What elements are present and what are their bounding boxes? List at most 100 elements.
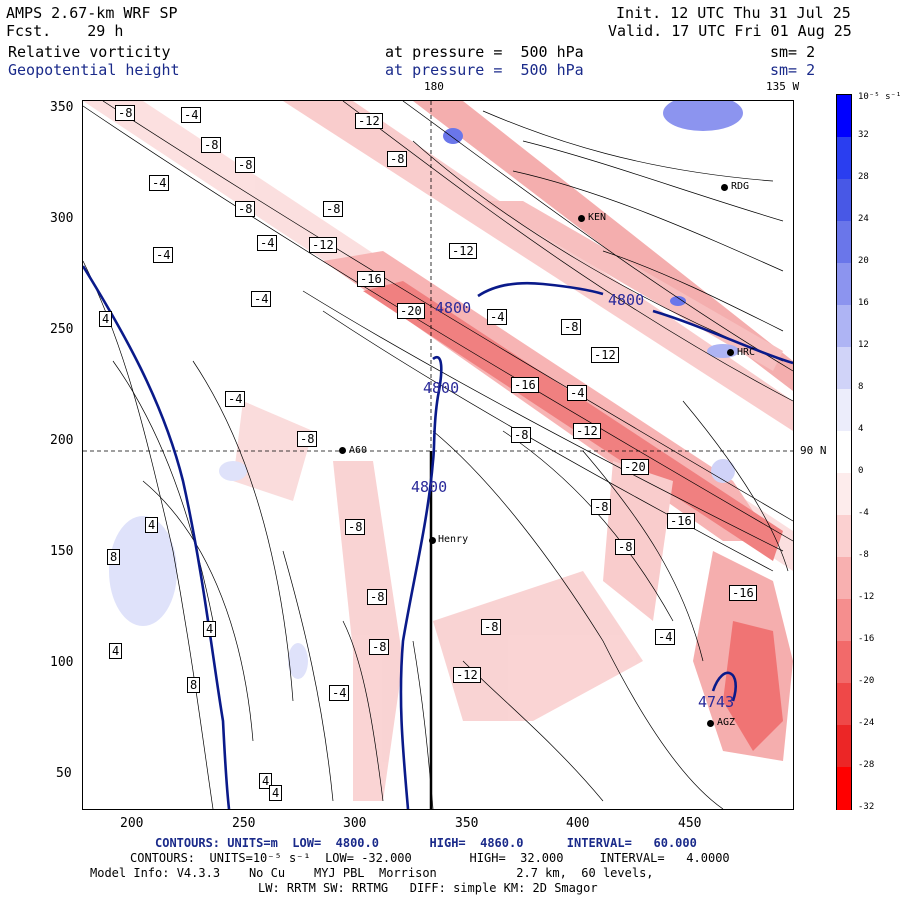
x-tick: 350: [455, 816, 479, 831]
contour-label: -12: [573, 423, 601, 439]
x-tick: 450: [678, 816, 702, 831]
contour-label: -16: [729, 585, 757, 601]
contour-label: -8: [481, 619, 502, 635]
colorbar-swatch: [837, 95, 851, 138]
contour-label: 4: [203, 621, 217, 637]
y-tick: 50: [56, 766, 72, 781]
site-label: RDG: [731, 181, 750, 192]
colorbar-tick: -16: [858, 634, 875, 644]
footer-line4: LW: RRTM SW: RRTMG DIFF: simple KM: 2D S…: [258, 881, 598, 895]
contour-label: -20: [397, 303, 425, 319]
height-label: 4800: [435, 299, 472, 317]
contour-label: 4: [269, 785, 283, 801]
contour-label: -8: [615, 539, 636, 555]
site-marker: [727, 349, 734, 356]
colorbar-swatch: [837, 767, 851, 810]
contour-label: -4: [181, 107, 202, 123]
colorbar-tick: -12: [858, 592, 875, 602]
colorbar-swatch: [837, 599, 851, 642]
sm2-label: sm= 2: [770, 61, 816, 79]
contour-label: -8: [201, 137, 222, 153]
sm1-label: sm= 2: [770, 43, 816, 61]
y-tick: 250: [50, 322, 74, 337]
geopotential-contours: [83, 265, 793, 809]
y-tick: 300: [50, 211, 74, 226]
contour-label: -8: [345, 519, 366, 535]
site-label: A60: [349, 445, 368, 456]
colorbar: [836, 94, 852, 810]
contour-label: 4: [109, 643, 123, 659]
contour-label: 4: [259, 773, 273, 789]
field2-label: Geopotential height: [8, 61, 180, 79]
contour-label: -16: [357, 271, 385, 287]
model-title: AMPS 2.67-km WRF SP: [6, 4, 178, 22]
lon-180-label: 180: [424, 80, 444, 93]
contour-label: -12: [355, 113, 383, 129]
colorbar-tick: -24: [858, 718, 875, 728]
colorbar-tick: -8: [858, 550, 869, 560]
colorbar-tick: 8: [858, 382, 864, 392]
contour-label: -4: [257, 235, 278, 251]
site-label: Henry: [438, 534, 469, 545]
contour-label: -4: [487, 309, 508, 325]
pressure1-label: at pressure = 500 hPa: [385, 43, 584, 61]
contour-label: -8: [561, 319, 582, 335]
colorbar-swatch: [837, 431, 851, 474]
contour-label: -8: [297, 431, 318, 447]
contour-label: -12: [591, 347, 619, 363]
height-label: 4800: [411, 478, 448, 496]
contour-label: -8: [323, 201, 344, 217]
contour-label: -4: [149, 175, 170, 191]
contour-label: -8: [511, 427, 532, 443]
contour-label: 4: [145, 517, 159, 533]
contour-label: -8: [115, 105, 136, 121]
colorbar-tick: 28: [858, 172, 869, 182]
contour-label: -20: [621, 459, 649, 475]
colorbar-swatch: [837, 515, 851, 558]
pressure2-label: at pressure = 500 hPa: [385, 61, 584, 79]
vorticity-field: [83, 101, 793, 809]
y-tick: 200: [50, 433, 74, 448]
field1-label: Relative vorticity: [8, 43, 171, 61]
contour-label: -8: [591, 499, 612, 515]
map-plot[interactable]: 4800 4800 4800 4800 4743 -8 -4 -8 -12 -8…: [82, 100, 794, 810]
contour-label: -4: [567, 385, 588, 401]
vorticity-contours: [83, 101, 793, 809]
contour-label: 8: [187, 677, 201, 693]
contour-label: -8: [235, 157, 256, 173]
site-marker: [578, 215, 585, 222]
colorbar-tick: 12: [858, 340, 869, 350]
contour-label: -16: [667, 513, 695, 529]
contour-label: -12: [449, 243, 477, 259]
contour-label: 8: [107, 549, 121, 565]
colorbar-tick: 20: [858, 256, 869, 266]
site-marker: [339, 447, 346, 454]
colorbar-swatch: [837, 305, 851, 348]
colorbar-tick: 24: [858, 214, 869, 224]
height-label: 4743: [698, 693, 735, 711]
colorbar-swatch: [837, 263, 851, 306]
contour-label: -8: [235, 201, 256, 217]
contour-label: 4: [99, 311, 113, 327]
positive-vorticity-patches: [109, 101, 743, 679]
y-tick: 150: [50, 544, 74, 559]
contour-label: -12: [453, 667, 481, 683]
colorbar-swatch: [837, 137, 851, 180]
contour-label: -4: [655, 629, 676, 645]
colorbar-tick: 32: [858, 130, 869, 140]
colorbar-swatch: [837, 683, 851, 726]
colorbar-swatch: [837, 389, 851, 432]
site-label: KEN: [588, 212, 607, 223]
colorbar-swatch: [837, 179, 851, 222]
colorbar-tick: 0: [858, 466, 864, 476]
colorbar-tick: -20: [858, 676, 875, 686]
site-label: AGZ: [717, 717, 736, 728]
fcst-label: Fcst.: [6, 22, 52, 40]
fcst-value: 29 h: [87, 22, 124, 40]
init-time: Init. 12 UTC Thu 31 Jul 25: [616, 4, 851, 22]
x-tick: 200: [120, 816, 144, 831]
colorbar-tick: -4: [858, 508, 869, 518]
lon-135w-label: 135 W: [766, 80, 800, 93]
contour-label: -8: [367, 589, 388, 605]
site-marker: [707, 720, 714, 727]
